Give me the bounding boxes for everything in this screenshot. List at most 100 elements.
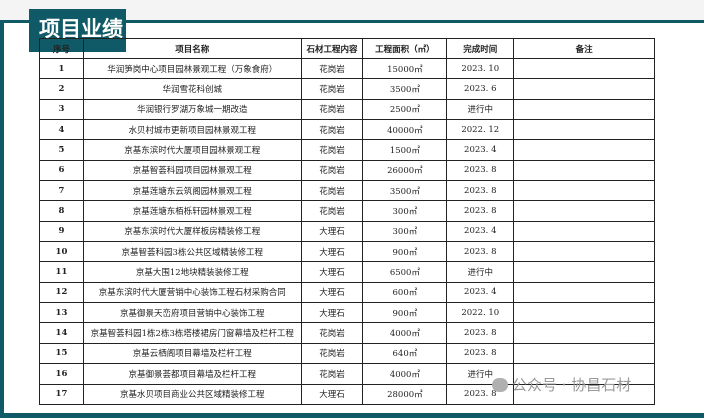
wechat-icon	[492, 378, 508, 392]
table-cell: 京基智荟科园1栋2栋3栋塔楼裙房门窗幕墙及栏杆工程	[82, 322, 302, 344]
table-cell: 大理石	[300, 261, 364, 283]
table-cell	[513, 159, 655, 182]
table-cell	[513, 322, 655, 344]
table-cell	[513, 119, 655, 141]
table-cell: 16	[39, 363, 84, 385]
table-cell: 17	[39, 383, 84, 405]
table-row: 1 华润笋岗中心项目园林景观工程（万象食府） 花岗岩 15000㎡ 2023. 10	[39, 57, 655, 80]
table-cell: 5	[39, 139, 84, 161]
table-cell: 26000㎡	[362, 159, 448, 182]
table-cell: 3	[39, 98, 84, 121]
table-cell: 大理石	[300, 241, 364, 263]
table-cell: 1500㎡	[362, 139, 448, 161]
table-cell: 7	[39, 180, 84, 202]
table-cell: 花岗岩	[300, 180, 364, 202]
table-row: 6 京基智荟科园项目园林景观工程 花岗岩 26000㎡ 2023. 8	[39, 159, 655, 182]
table-cell: 28000㎡	[362, 383, 448, 405]
table-cell: 2023. 8	[446, 180, 515, 202]
table-cell: 2023. 8	[446, 322, 515, 344]
table-cell: 2023. 8	[446, 241, 515, 263]
table-cell: 进行中	[446, 98, 515, 121]
table-cell: 2023. 4	[446, 139, 515, 161]
table-cell: 2023. 8	[446, 200, 515, 222]
table-cell	[513, 57, 655, 80]
table-cell: 15	[39, 342, 84, 365]
table-cell: 京基御景天峦府项目营销中心装饰工程	[82, 302, 302, 324]
table-cell: 大理石	[300, 220, 364, 243]
table-cell: 京基水贝项目商业公共区域精装修工程	[82, 383, 302, 405]
table-cell: 花岗岩	[300, 139, 364, 161]
table-cell: 大理石	[300, 281, 364, 304]
table-row: 11 京基大围12地块精装装修工程 大理石 6500㎡ 进行中	[39, 261, 655, 283]
table-row: 3 华润银行罗湖万象城一期改造 花岗岩 2500㎡ 进行中	[39, 98, 655, 121]
table-cell: 9	[39, 220, 84, 243]
table-cell: 600㎡	[362, 281, 448, 304]
top-strip	[0, 0, 704, 20]
table-cell: 2500㎡	[362, 98, 448, 121]
table-cell: 1	[39, 57, 84, 80]
column-header: 完成时间	[446, 38, 515, 59]
table-cell: 京基莲塘东栢栎轩园林景观工程	[82, 200, 302, 222]
table-cell: 大理石	[300, 383, 364, 405]
watermark-text: 公众号 · 协昌石材	[512, 376, 632, 394]
table-cell: 40000㎡	[362, 119, 448, 141]
table-cell: 2022. 12	[446, 119, 515, 141]
table-cell: 4	[39, 119, 84, 141]
table-cell: 京基东滨时代大厦营销中心装饰工程石材采购合同	[82, 281, 302, 304]
table-cell: 6	[39, 159, 84, 182]
table-cell	[513, 98, 655, 121]
table-cell: 花岗岩	[300, 119, 364, 141]
table-cell: 6500㎡	[362, 261, 448, 283]
table-cell: 京基云栖阁项目幕墙及栏杆工程	[82, 342, 302, 365]
table-cell: 2023. 4	[446, 220, 515, 243]
column-header: 序号	[39, 38, 84, 59]
table-cell: 花岗岩	[300, 322, 364, 344]
table-cell: 2023. 8	[446, 342, 515, 365]
table-cell: 640㎡	[362, 342, 448, 365]
table-cell	[513, 383, 655, 405]
table-row: 7 京基莲塘东云筑阁园林景观工程 花岗岩 3500㎡ 2023. 8	[39, 180, 655, 202]
table-cell: 4000㎡	[362, 322, 448, 344]
table-cell: 大理石	[300, 302, 364, 324]
table-cell: 京基智荟科园3栋公共区域精装修工程	[82, 241, 302, 263]
table-cell: 11	[39, 261, 84, 283]
table-cell: 2022. 10	[446, 302, 515, 324]
table-row: 15 京基云栖阁项目幕墙及栏杆工程 花岗岩 640㎡ 2023. 8	[39, 342, 655, 365]
table-cell: 8	[39, 200, 84, 222]
table-cell: 华润银行罗湖万象城一期改造	[82, 98, 302, 121]
table-cell: 2023. 8	[446, 159, 515, 182]
table-row: 4 水贝村城市更新项目园林景观工程 花岗岩 40000㎡ 2022. 12	[39, 119, 655, 141]
table-cell	[513, 261, 655, 283]
table-cell: 15000㎡	[362, 57, 448, 80]
projects-table: 序号 项目名称 石材工程内容 工程面积（㎡） 完成时间 备注 1 华润笋岗中心项目园林景观工…	[39, 38, 655, 405]
table-row: 5 京基东滨时代大厦项目园林景观工程 花岗岩 1500㎡ 2023. 4	[39, 139, 655, 161]
table-cell: 2	[39, 78, 84, 100]
table-cell: 京基莲塘东云筑阁园林景观工程	[82, 180, 302, 202]
table-cell: 10	[39, 241, 84, 263]
table-cell	[513, 78, 655, 100]
table-row: 12 京基东滨时代大厦营销中心装饰工程石材采购合同 大理石 600㎡ 2023. 4	[39, 281, 655, 304]
table-cell: 水贝村城市更新项目园林景观工程	[82, 119, 302, 141]
table-cell	[513, 342, 655, 365]
table-cell: 花岗岩	[300, 57, 364, 80]
table-cell	[513, 220, 655, 243]
table-cell: 花岗岩	[300, 342, 364, 365]
table-cell	[513, 180, 655, 202]
table-cell: 花岗岩	[300, 159, 364, 182]
table-cell: 12	[39, 281, 84, 304]
table-cell: 2023. 4	[446, 281, 515, 304]
table-cell: 300㎡	[362, 200, 448, 222]
table-cell: 京基东滨时代大厦样板房精装修工程	[82, 220, 302, 243]
table-cell: 京基智荟科园项目园林景观工程	[82, 159, 302, 182]
table-cell: 300㎡	[362, 220, 448, 243]
table-row: 10 京基智荟科园3栋公共区域精装修工程 大理石 900㎡ 2023. 8	[39, 241, 655, 263]
table-cell: 京基大围12地块精装装修工程	[82, 261, 302, 283]
table-cell: 14	[39, 322, 84, 344]
table-cell: 3500㎡	[362, 180, 448, 202]
table-cell: 900㎡	[362, 241, 448, 263]
table-cell	[513, 139, 655, 161]
table-cell: 京基御景荟都项目幕墙及栏杆工程	[82, 363, 302, 385]
table-cell: 花岗岩	[300, 200, 364, 222]
table-cell	[513, 241, 655, 263]
column-header: 备注	[513, 38, 655, 59]
